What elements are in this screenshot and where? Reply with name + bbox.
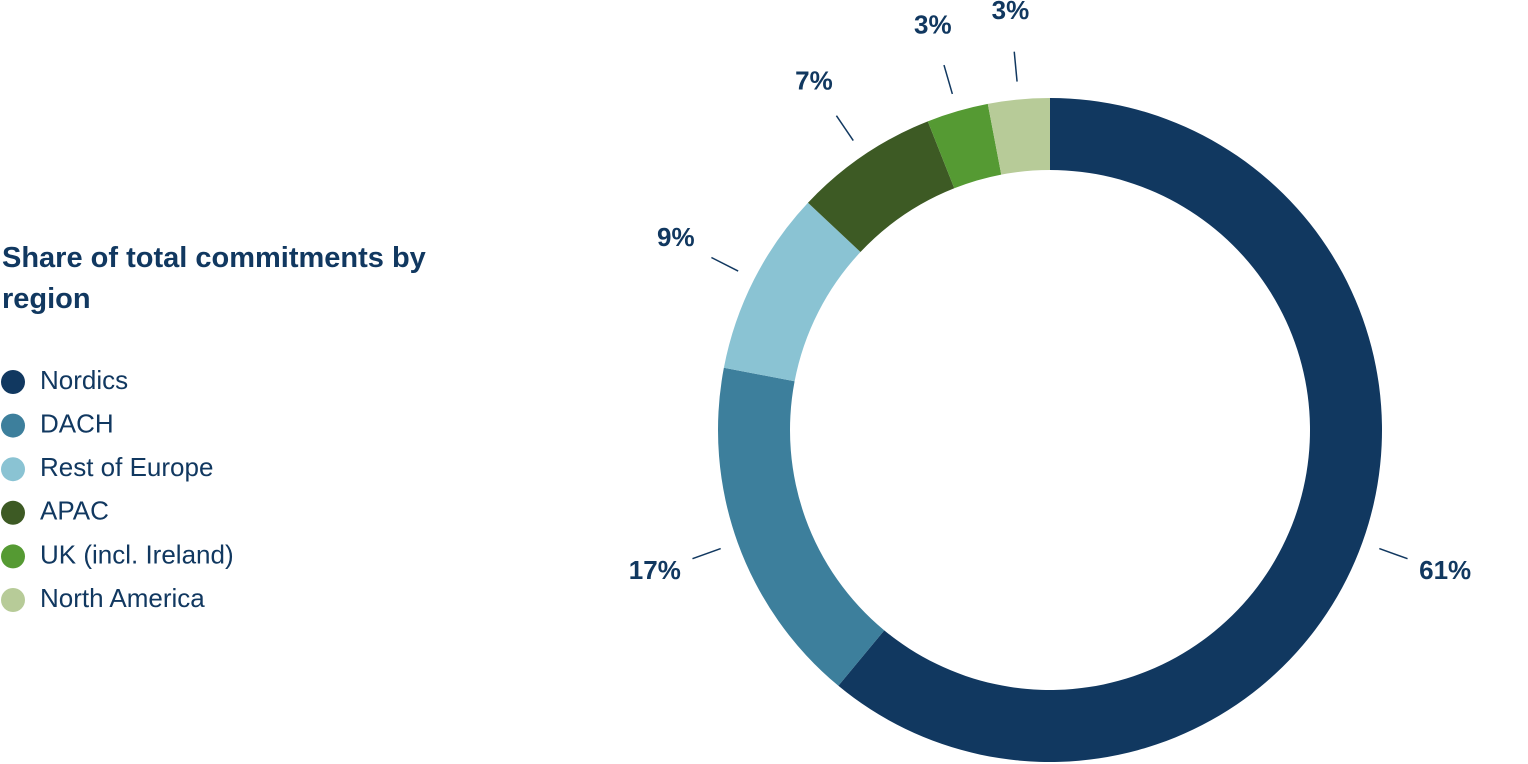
donut-segment (927, 103, 1002, 189)
leader-line (943, 64, 954, 95)
data-label: 7% (795, 66, 833, 96)
legend-marker (1, 457, 25, 482)
legend-marker (1, 544, 25, 569)
donut-segment (717, 367, 885, 686)
leader-line (711, 256, 739, 272)
donut-segment (987, 98, 1050, 175)
legend-label: UK (incl. Ireland) (40, 539, 234, 569)
leader-line (835, 115, 854, 141)
donut-segment (838, 98, 1382, 763)
legend-label: APAC (40, 496, 109, 526)
legend-marker (1, 500, 25, 525)
legend-marker (1, 588, 25, 612)
donut-segment (723, 202, 861, 382)
data-label: 3% (914, 10, 952, 40)
chart-title: Share of total commitments by region (2, 242, 426, 315)
data-label: 3% (992, 0, 1030, 25)
data-label: 9% (657, 222, 695, 252)
legend-marker (1, 370, 25, 394)
donut-segment (807, 121, 955, 253)
data-label: 17% (629, 555, 681, 585)
leader-line (1379, 547, 1408, 560)
leader-line (692, 547, 721, 560)
leader-line (1013, 51, 1018, 82)
legend-label: DACH (40, 408, 114, 438)
data-label: 61% (1419, 555, 1471, 585)
legend-marker (1, 413, 25, 438)
legend-label: Rest of Europe (40, 452, 213, 482)
legend-label: Nordics (40, 365, 128, 395)
legend-label: North America (40, 583, 205, 613)
